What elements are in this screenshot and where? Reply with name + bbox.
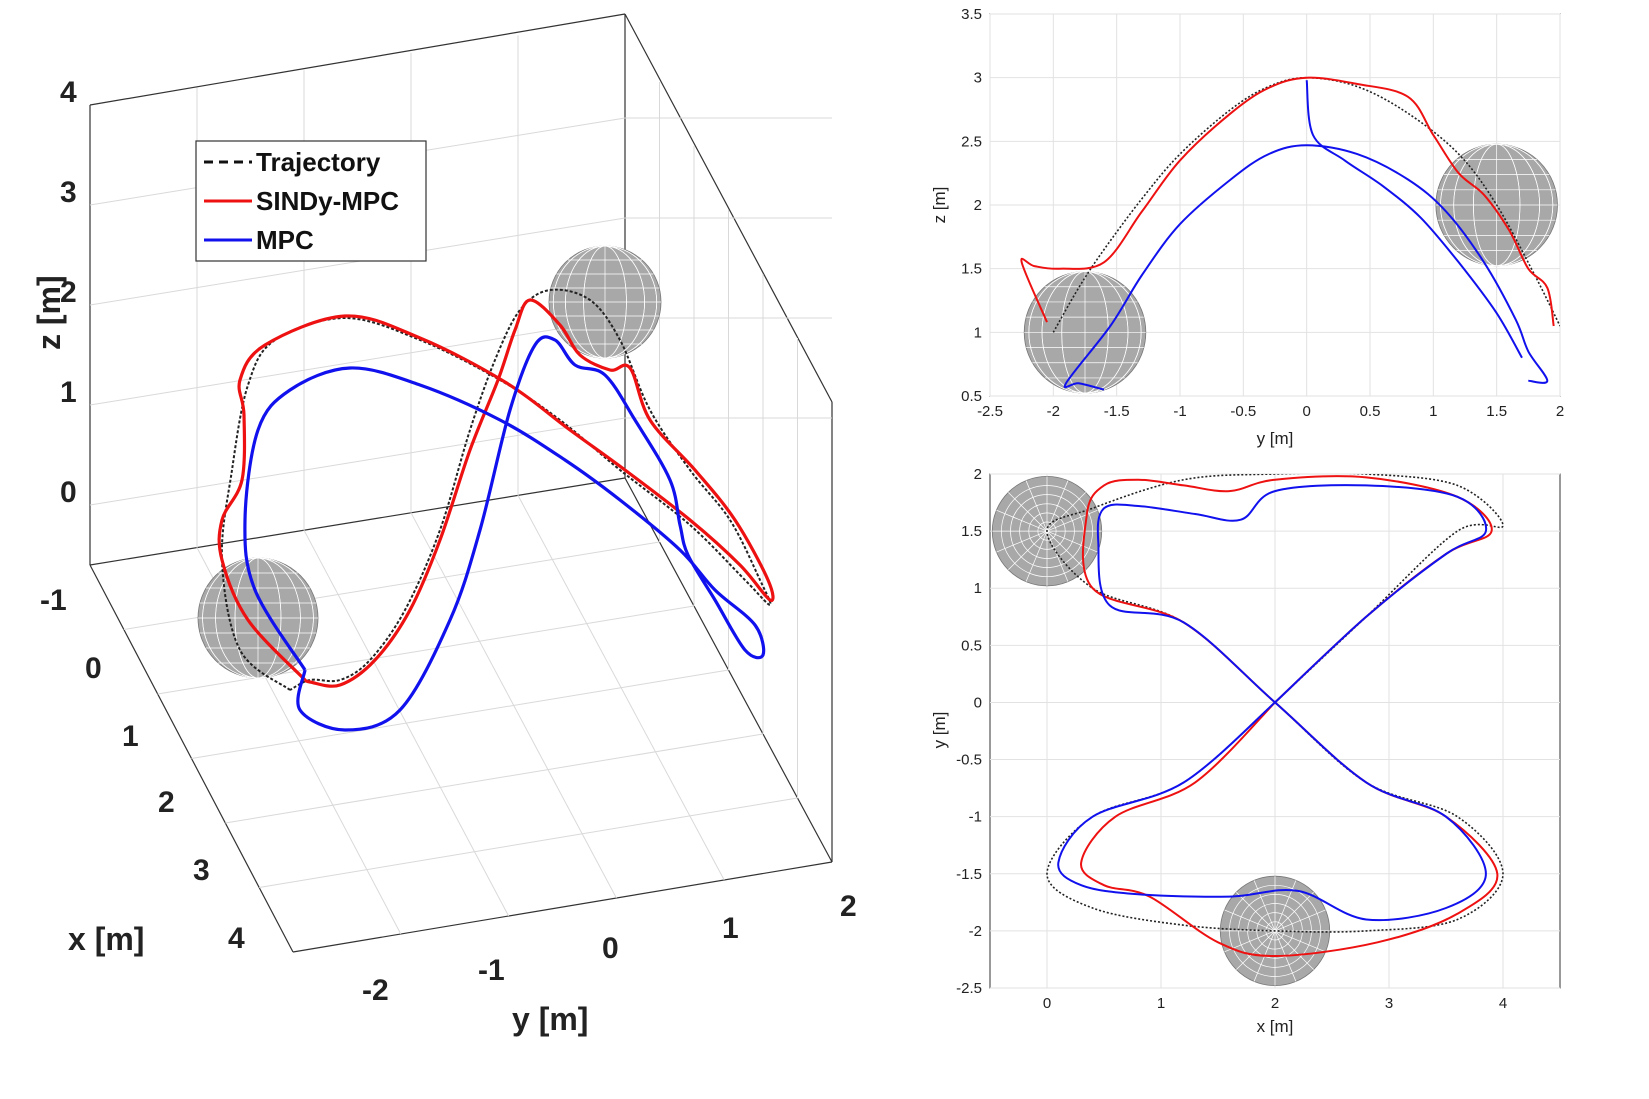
panel-yz: -2.5 -2 -1.5 -1 -0.5 0 0.5 1 1.5 2 0.5 1 1.5 2 2.5 3 3.5…: [930, 6, 1564, 448]
y-tick: -2.5: [956, 980, 982, 997]
series-line-sindy-mpc: [1020, 76, 1555, 327]
curve-3d-trajectory: [220, 288, 772, 691]
y-tick: -2: [362, 974, 389, 1007]
legend-label: SINDy-MPC: [256, 186, 399, 216]
y-tick: 1: [722, 912, 739, 945]
z-tick: 3: [60, 176, 77, 209]
panel-xy: 0 1 2 3 4 -2.5 -2 -1.5 -1 -0.5 0 0.5 1 1.5 2 x [m] y […: [930, 466, 1561, 1036]
ticks-yz: -2.5 -2 -1.5 -1 -0.5 0 0.5 1 1.5 2 0.5 1 1.5 2 2.5 3 3.5: [961, 6, 1564, 420]
obstacles-yz: [1023, 143, 1558, 394]
panel-3d: 4 3 2 1 0 z [m] -1 0 1 2 3 4 x [m] -2 -1…: [31, 13, 857, 1037]
y-tick: 0: [974, 694, 982, 711]
y-tick: 2: [974, 466, 982, 483]
curve-3d-mpc: [243, 335, 766, 732]
y-tick: -2: [969, 923, 982, 940]
x-tick: 1.5: [1486, 403, 1507, 420]
y-tick: 1: [974, 324, 982, 341]
x-tick: 1: [1429, 403, 1437, 420]
z-tick: 0: [60, 476, 77, 509]
x-tick: 2: [1556, 403, 1564, 420]
x-tick: 1: [1157, 995, 1165, 1012]
y-tick: 1.5: [961, 523, 982, 540]
x-tick: -0.5: [1230, 403, 1256, 420]
xy-x-label: x [m]: [1257, 1017, 1294, 1036]
y-tick: 0: [602, 932, 619, 965]
y-tick: 2: [840, 890, 857, 923]
x-tick: 3: [193, 854, 210, 887]
x-tick: -2: [1047, 403, 1060, 420]
y-tick: 3: [974, 70, 982, 87]
legend-label: Trajectory: [256, 147, 381, 177]
z-tick: 2: [60, 276, 77, 309]
x-tick: 0: [85, 652, 102, 685]
x-tick: 4: [1499, 995, 1507, 1012]
z-tick: 4: [60, 76, 77, 109]
series-yz: [1020, 76, 1560, 391]
y-tick: 1.5: [961, 261, 982, 278]
y-tick: -1.5: [956, 866, 982, 883]
legend: Trajectory SINDy-MPC MPC: [195, 140, 427, 262]
yz-y-label: z [m]: [930, 187, 949, 224]
x-tick: 1: [122, 720, 139, 753]
y-tick: 2: [974, 197, 982, 214]
x-tick: 2: [158, 786, 175, 819]
x-tick: 0.5: [1360, 403, 1381, 420]
curve-3d-sindy-mpc: [217, 298, 775, 688]
x-tick: 0: [1043, 995, 1051, 1012]
x-tick: -2.5: [977, 403, 1003, 420]
y-tick: 3.5: [961, 6, 982, 23]
x-tick: 4: [228, 922, 245, 955]
y-tick: -1: [969, 809, 982, 826]
series-line-mpc: [1063, 144, 1549, 391]
x-tick: -1.5: [1104, 403, 1130, 420]
y-tick: 0.5: [961, 388, 982, 405]
y-tick: -0.5: [956, 752, 982, 769]
obstacle-sphere: [1023, 271, 1147, 394]
ticks-xy: 0 1 2 3 4 -2.5 -2 -1.5 -1 -0.5 0 0.5 1 1.5 2: [956, 466, 1507, 1012]
xy-y-label: y [m]: [930, 712, 949, 749]
obstacle-sphere-3d: [197, 557, 319, 679]
x-tick: 0: [1302, 403, 1310, 420]
x-axis-label: x [m]: [68, 921, 144, 957]
yz-x-label: y [m]: [1257, 429, 1294, 448]
y-axis-label: y [m]: [512, 1001, 588, 1037]
series-line-mpc: [1057, 484, 1488, 922]
y-tick: 2.5: [961, 133, 982, 150]
curves-3d: [217, 288, 775, 732]
z-tick: 1: [60, 376, 77, 409]
obstacle-sphere-3d: [548, 245, 662, 359]
series-xy: [1046, 474, 1504, 958]
z-axis-label: z [m]: [31, 275, 67, 350]
series-line-mpc: [1305, 80, 1523, 359]
x-tick: 2: [1271, 995, 1279, 1012]
obstacles-3d: [197, 245, 662, 679]
y-tick: 1: [974, 580, 982, 597]
y-tick: -1: [478, 954, 505, 987]
legend-label: MPC: [256, 225, 314, 255]
y-tick: 0.5: [961, 637, 982, 654]
x-tick: 3: [1385, 995, 1393, 1012]
x-tick: -1: [1173, 403, 1186, 420]
x-tick: -1: [40, 584, 67, 617]
